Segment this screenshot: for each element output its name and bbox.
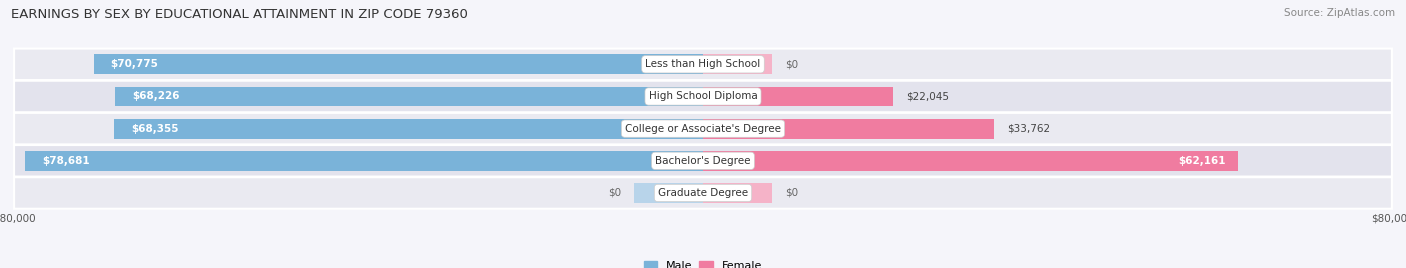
Bar — [115, 87, 703, 106]
Text: Source: ZipAtlas.com: Source: ZipAtlas.com — [1284, 8, 1395, 18]
Text: $70,775: $70,775 — [111, 59, 159, 69]
FancyBboxPatch shape — [14, 81, 1392, 112]
Text: $33,762: $33,762 — [1007, 124, 1050, 134]
Text: Graduate Degree: Graduate Degree — [658, 188, 748, 198]
Bar — [25, 151, 703, 171]
Text: $78,681: $78,681 — [42, 156, 90, 166]
Bar — [703, 87, 893, 106]
Text: High School Diploma: High School Diploma — [648, 91, 758, 102]
Legend: Male, Female: Male, Female — [644, 260, 762, 268]
FancyBboxPatch shape — [14, 49, 1392, 80]
Bar — [114, 119, 703, 139]
FancyBboxPatch shape — [14, 145, 1392, 177]
Text: $0: $0 — [607, 188, 621, 198]
Text: Bachelor's Degree: Bachelor's Degree — [655, 156, 751, 166]
Text: $68,355: $68,355 — [132, 124, 179, 134]
Text: College or Associate's Degree: College or Associate's Degree — [626, 124, 780, 134]
FancyBboxPatch shape — [14, 177, 1392, 209]
Text: $0: $0 — [785, 59, 799, 69]
FancyBboxPatch shape — [14, 113, 1392, 144]
Bar — [634, 183, 703, 203]
Text: Less than High School: Less than High School — [645, 59, 761, 69]
Bar — [94, 54, 703, 74]
Text: $22,045: $22,045 — [905, 91, 949, 102]
Text: $62,161: $62,161 — [1178, 156, 1226, 166]
Bar — [703, 119, 994, 139]
Bar — [703, 183, 772, 203]
Text: EARNINGS BY SEX BY EDUCATIONAL ATTAINMENT IN ZIP CODE 79360: EARNINGS BY SEX BY EDUCATIONAL ATTAINMEN… — [11, 8, 468, 21]
Text: $68,226: $68,226 — [132, 91, 180, 102]
Bar — [703, 54, 772, 74]
Text: $0: $0 — [785, 188, 799, 198]
Bar — [703, 151, 1239, 171]
